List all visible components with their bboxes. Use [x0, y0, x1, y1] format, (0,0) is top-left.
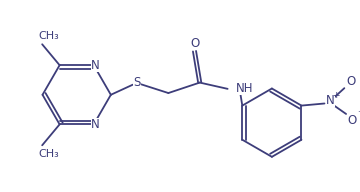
Text: CH₃: CH₃	[38, 31, 59, 41]
Text: O: O	[346, 75, 355, 88]
Text: O: O	[190, 37, 199, 50]
Text: CH₃: CH₃	[38, 149, 59, 159]
Text: S: S	[133, 76, 141, 89]
Text: O: O	[348, 114, 357, 127]
Text: N: N	[91, 59, 100, 72]
Text: +: +	[333, 91, 340, 100]
Text: N: N	[91, 118, 100, 131]
Text: N: N	[326, 94, 335, 107]
Text: ⁻: ⁻	[357, 108, 360, 121]
Text: NH: NH	[236, 82, 253, 95]
